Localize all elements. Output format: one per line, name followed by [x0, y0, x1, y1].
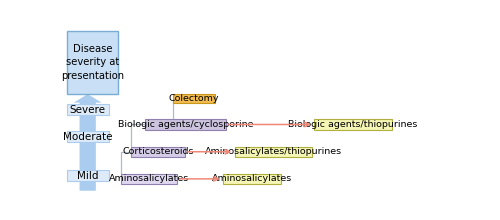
Text: Disease
severity at
presentation: Disease severity at presentation	[61, 44, 124, 81]
Text: Corticosteroids: Corticosteroids	[122, 147, 194, 156]
FancyBboxPatch shape	[67, 170, 108, 182]
Text: Aminosalicylates: Aminosalicylates	[212, 174, 292, 183]
FancyBboxPatch shape	[132, 147, 185, 157]
FancyBboxPatch shape	[67, 131, 108, 142]
FancyBboxPatch shape	[314, 119, 392, 130]
Text: Severe: Severe	[70, 104, 106, 115]
Polygon shape	[74, 94, 102, 191]
Text: Moderate: Moderate	[63, 132, 112, 142]
FancyBboxPatch shape	[67, 104, 108, 115]
Text: Biologic agents/cyclosporine: Biologic agents/cyclosporine	[118, 120, 253, 129]
FancyBboxPatch shape	[144, 119, 226, 130]
FancyBboxPatch shape	[235, 147, 312, 157]
Text: Colectomy: Colectomy	[168, 94, 219, 103]
FancyBboxPatch shape	[67, 31, 117, 94]
Text: Biologic agents/thiopurines: Biologic agents/thiopurines	[288, 120, 418, 129]
Text: Mild: Mild	[77, 171, 98, 181]
Text: Aminosalicylates: Aminosalicylates	[108, 174, 189, 183]
FancyBboxPatch shape	[224, 174, 282, 184]
FancyBboxPatch shape	[173, 94, 215, 103]
FancyBboxPatch shape	[120, 174, 177, 184]
Text: Aminosalicylates/thiopurines: Aminosalicylates/thiopurines	[204, 147, 342, 156]
